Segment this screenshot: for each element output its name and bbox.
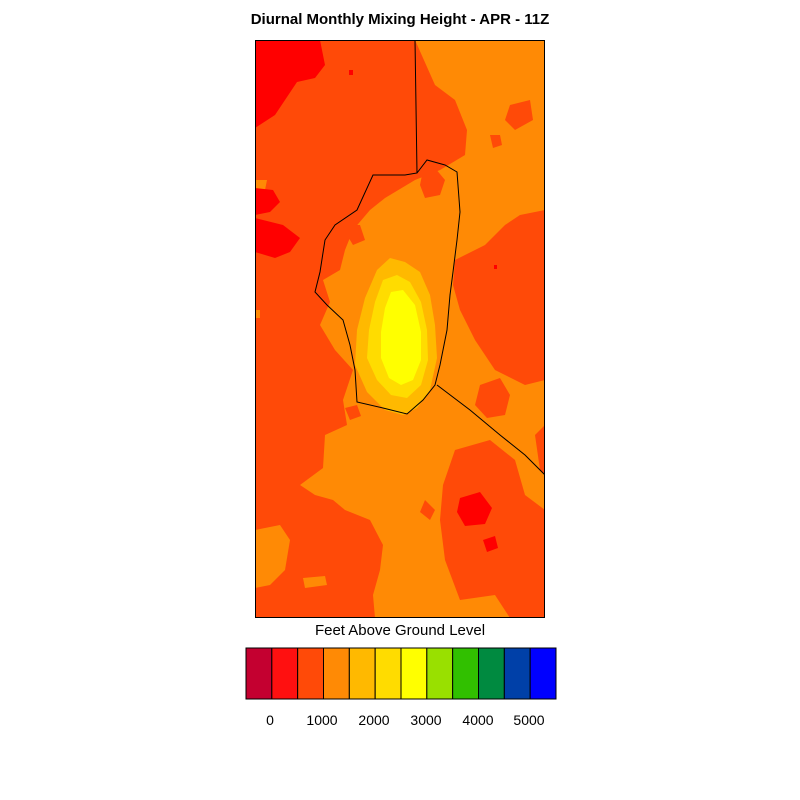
colorbar-swatch: [503, 647, 531, 700]
contour-map: [255, 40, 545, 618]
colorbar-swatch: [245, 647, 273, 700]
colorbar-swatch: [271, 647, 299, 700]
colorbar-swatch: [529, 647, 557, 700]
colorbar-tick-label: 5000: [513, 712, 545, 728]
colorbar-swatch: [348, 647, 376, 700]
colorbar-tick-label: 3000: [410, 712, 442, 728]
map-frame: [255, 40, 545, 618]
colorbar-swatch: [374, 647, 402, 700]
colorbar: [245, 647, 557, 700]
colorbar-tick-label: 0: [266, 712, 274, 728]
colorbar-tick-label: 2000: [358, 712, 390, 728]
colorbar-swatch: [426, 647, 454, 700]
map-title: Diurnal Monthly Mixing Height - APR - 11…: [250, 11, 550, 28]
colorbar-swatch: [323, 647, 350, 700]
colorbar-swatch: [452, 647, 480, 700]
colorbar-swatch: [478, 647, 505, 700]
colorbar-tick-label: 1000: [306, 712, 338, 728]
colorbar-tick-label: 4000: [462, 712, 494, 728]
boundary-lines: [314, 40, 545, 476]
field-below-0: [255, 40, 498, 552]
field-2000-2500: [381, 290, 421, 385]
colorbar-title: Feet Above Ground Level: [314, 622, 486, 639]
field-0-500-islands: [345, 100, 545, 618]
colorbar-swatch: [400, 647, 428, 700]
colorbar-swatch: [297, 647, 325, 700]
